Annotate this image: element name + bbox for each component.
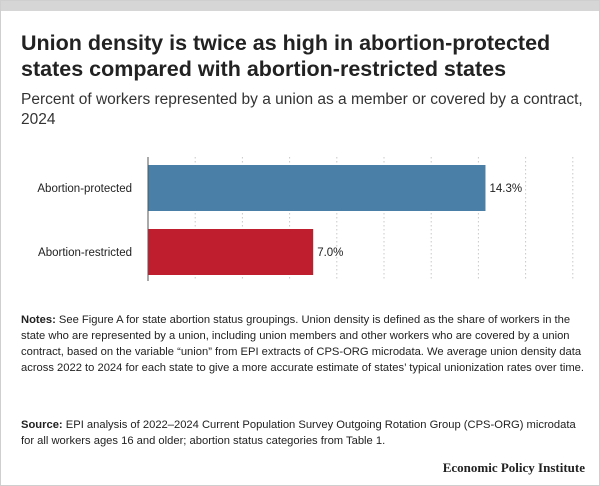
bar-chart: Abortion-protected 14.3% Abortion-restrict… (37, 157, 574, 281)
source: Source: EPI analysis of 2022–2024 Curren… (21, 417, 591, 449)
notes-text: See Figure A for state abortion status g… (21, 314, 584, 374)
chart-subtitle: Percent of workers represented by a unio… (21, 91, 583, 128)
bar (148, 165, 486, 211)
source-label: Source: (21, 419, 63, 431)
notes-label: Notes: (21, 314, 56, 326)
bar (148, 229, 314, 275)
data-label: 7.0% (317, 247, 343, 259)
category-label: Abortion-restricted (38, 247, 132, 259)
notes: Notes: See Figure A for state abortion s… (21, 312, 591, 376)
data-label: 14.3% (489, 183, 522, 195)
category-label: Abortion-protected (37, 183, 132, 195)
top-bar (1, 1, 599, 11)
chart-title: Union density is twice as high in aborti… (21, 31, 551, 81)
brand-name: Economic Policy Institute (442, 460, 585, 475)
source-text: EPI analysis of 2022–2024 Current Popula… (21, 419, 576, 447)
